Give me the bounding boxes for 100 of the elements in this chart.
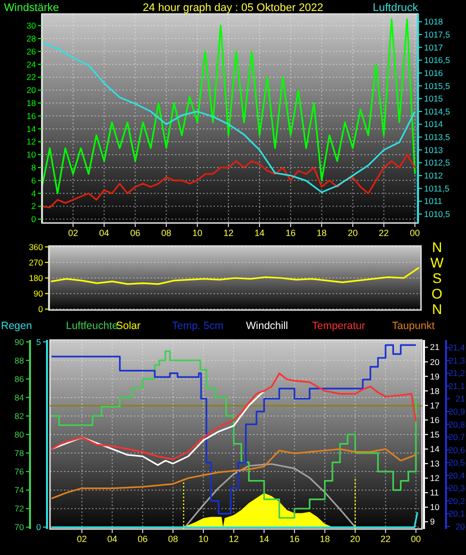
x-tick-label: 22 xyxy=(378,228,389,238)
y2-tick-label: 1018 xyxy=(424,16,444,27)
y-tick-label: 8 xyxy=(31,162,36,172)
y3-tick-label: 21 xyxy=(456,394,466,404)
y3-tick-label: 20 xyxy=(456,521,466,532)
y2-tick-label: 1013,5 xyxy=(424,132,450,142)
y-tick-label: 30 xyxy=(26,20,36,31)
y-tick-label: 80 xyxy=(14,429,24,440)
y2-tick-label: 18 xyxy=(430,386,440,396)
y3-tick-label: 20,2 xyxy=(448,496,466,506)
y3-tick-label: 20,6 xyxy=(448,444,466,455)
y-tick-label: 82 xyxy=(14,410,24,421)
line-series xyxy=(50,448,417,500)
text: N xyxy=(432,301,442,318)
y2-tick-label: 1010,5 xyxy=(424,209,450,219)
y2-tick-label: 1012,5 xyxy=(424,158,450,168)
line-series xyxy=(50,372,417,460)
y-tick-label: 0 xyxy=(38,304,44,314)
y3-tick-label: 20,7 xyxy=(448,432,466,442)
y-tick-label: 270 xyxy=(28,257,44,268)
y2-tick-label: 1011,5 xyxy=(424,183,450,194)
text: W xyxy=(430,254,444,270)
x-tick-label: 06 xyxy=(138,534,148,544)
y2-tick-label: 1015,5 xyxy=(424,80,450,91)
y-tick-label: 28 xyxy=(26,33,36,44)
y2-tick-label: 1015 xyxy=(424,94,444,104)
text: N xyxy=(432,238,442,255)
y2-tick-label: 21 xyxy=(430,342,440,352)
x-tick-label: 14 xyxy=(254,228,265,238)
text: Windchill xyxy=(246,320,288,332)
text: Luftfeuchte xyxy=(66,320,118,332)
y-tick-label: 12 xyxy=(26,136,36,147)
x-tick-label: 10 xyxy=(192,228,202,238)
y3-tick-label: 20,5 xyxy=(448,458,466,468)
x-tick-label: 12 xyxy=(223,228,234,238)
y2-tick-label: 12 xyxy=(430,473,440,484)
x-tick-label: 18 xyxy=(316,228,327,238)
y2-tick-label: 9 xyxy=(430,516,435,527)
y2-tick-label: 1013 xyxy=(424,144,444,155)
y2-tick-label: 11 xyxy=(430,488,440,498)
y2-tick-label: 16 xyxy=(430,414,440,425)
y-tick-label: 180 xyxy=(28,272,44,283)
y-tick-label: 76 xyxy=(14,466,24,477)
x-tick-label: 00 xyxy=(410,534,421,544)
text: Solar xyxy=(116,320,142,332)
y2-tick-label: 1017,5 xyxy=(424,29,450,40)
y2-tick-label: 15 xyxy=(430,429,440,440)
y2-tick-label: 17 xyxy=(430,400,440,410)
y-tick-label: 5 xyxy=(36,336,42,347)
x-tick-label: 00 xyxy=(410,228,420,238)
x-tick-label: 08 xyxy=(168,534,178,544)
y2-tick-label: 14 xyxy=(430,444,440,454)
y-tick-label: 2 xyxy=(31,201,36,212)
y3-tick-label: 21,2 xyxy=(448,368,466,378)
text: Temperatur xyxy=(312,320,366,332)
y3-tick-label: 20,3 xyxy=(448,483,466,494)
y-tick-label: 18 xyxy=(26,98,36,108)
y-tick-label: 90 xyxy=(14,336,24,347)
x-tick-label: 04 xyxy=(99,228,110,238)
y3-tick-label: 20,8 xyxy=(448,419,466,430)
y-tick-label: 90 xyxy=(34,288,44,299)
y3-tick-label: 20,1 xyxy=(448,508,466,519)
x-tick-label: 16 xyxy=(289,534,300,544)
y-tick-label: 16 xyxy=(26,110,36,121)
x-tick-label: 20 xyxy=(350,534,360,544)
line-series xyxy=(50,390,265,466)
x-tick-label: 18 xyxy=(320,534,330,544)
y-tick-label: 24 xyxy=(26,59,36,70)
y-tick-label: 26 xyxy=(26,46,36,56)
x-tick-label: 02 xyxy=(68,228,78,238)
text: Temp. 5cm xyxy=(172,320,224,332)
line-series xyxy=(41,154,416,208)
x-tick-label: 12 xyxy=(228,534,239,544)
x-tick-label: 16 xyxy=(286,228,296,238)
y-tick-label: 22 xyxy=(26,72,36,82)
y2-tick-label: 1016 xyxy=(424,68,444,78)
y3-tick-label: 21,4 xyxy=(448,342,466,353)
y-tick-label: 6 xyxy=(31,175,36,186)
chart-title: 24 hour graph day : 05 Oktober 2022 xyxy=(142,2,324,14)
y-tick-label: 72 xyxy=(14,504,24,514)
y3-tick-label: 21,1 xyxy=(448,380,466,391)
x-tick-label: 14 xyxy=(259,534,270,544)
y-tick-label: 74 xyxy=(14,485,24,496)
y2-tick-label: 10 xyxy=(430,502,440,512)
x-tick-label: 06 xyxy=(130,228,140,238)
y-tick-label: 4 xyxy=(31,188,36,198)
x-tick-label: 02 xyxy=(76,534,87,544)
text: O xyxy=(432,285,443,302)
y-tick-label: 78 xyxy=(14,448,24,458)
x-tick-label: 22 xyxy=(380,534,391,544)
x-tick-label: 04 xyxy=(107,534,118,544)
y-tick-label: 20 xyxy=(26,85,36,96)
y2-tick-label: 1014,5 xyxy=(424,106,450,116)
y-tick-label: 360 xyxy=(28,242,44,252)
y-tick-label: 14 xyxy=(26,124,36,134)
line-series xyxy=(50,266,420,285)
y3-tick-label: 21,3 xyxy=(448,355,466,366)
x-tick-label: 08 xyxy=(161,228,172,238)
y-tick-label: 70 xyxy=(14,522,24,532)
y3-tick-label: 20,4 xyxy=(448,470,466,480)
